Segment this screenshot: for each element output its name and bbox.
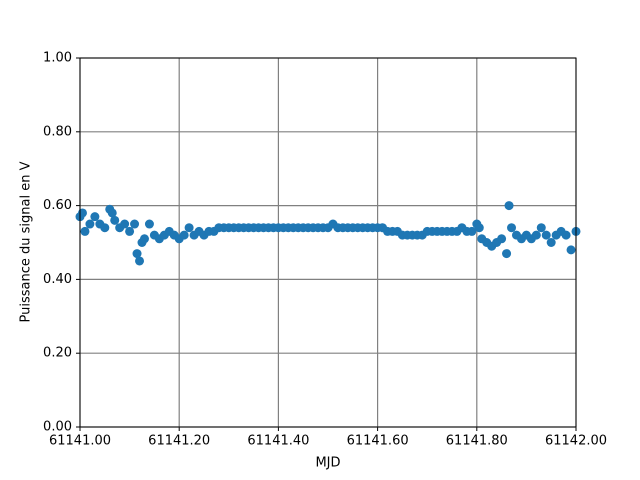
point (132, 249, 142, 259)
point (566, 245, 576, 255)
y-tick-label: 0.60 (43, 198, 72, 213)
y-tick-label: 0.40 (43, 272, 72, 287)
point (125, 226, 135, 236)
point (179, 230, 189, 240)
point (139, 234, 149, 244)
x-tick-label: 61141.60 (347, 434, 409, 449)
point (184, 223, 194, 233)
y-axis-label: Puissance du signal en V (19, 161, 34, 322)
x-tick-label: 61141.00 (49, 434, 111, 449)
point (507, 223, 517, 233)
point (77, 208, 87, 218)
y-tick-label: 0.00 (43, 420, 72, 435)
point (504, 201, 514, 211)
point (474, 223, 484, 233)
point (85, 219, 95, 229)
x-tick-label: 61141.20 (148, 434, 210, 449)
point (130, 219, 140, 229)
point (502, 249, 512, 259)
point (144, 219, 154, 229)
point (100, 223, 110, 233)
y-tick-label: 0.20 (43, 346, 72, 361)
point (120, 219, 130, 229)
point (90, 212, 100, 222)
point (110, 215, 120, 225)
x-tick-label: 61141.40 (247, 434, 309, 449)
point (541, 230, 551, 240)
point (497, 234, 507, 244)
x-tick-label: 61141.80 (446, 434, 508, 449)
x-tick-label: 61142.00 (545, 434, 607, 449)
point (546, 238, 556, 247)
x-axis-label: MJD (315, 456, 340, 471)
point (135, 256, 145, 266)
y-tick-label: 0.80 (43, 124, 72, 139)
point (80, 226, 90, 236)
point (107, 208, 117, 218)
point (531, 230, 541, 240)
plot-frame (79, 57, 577, 428)
point (536, 223, 546, 233)
point (561, 230, 571, 240)
point (467, 226, 477, 236)
y-tick-label: 1.00 (43, 51, 72, 66)
